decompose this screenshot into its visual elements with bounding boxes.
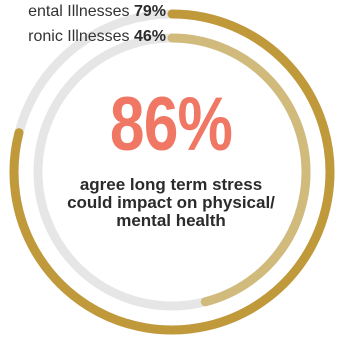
outer-ring-value: 79% bbox=[133, 3, 166, 20]
ring-bar-0 bbox=[9, 9, 335, 335]
outer-ring-label: ental Illnesses 79% bbox=[28, 3, 166, 21]
outer-ring-name: ental Illnesses bbox=[28, 3, 130, 20]
headline-percentage: 86% bbox=[109, 82, 233, 167]
inner-ring-name: ronic Illnesses bbox=[28, 28, 130, 45]
headline-caption: agree long term stress could impact on p… bbox=[67, 175, 275, 230]
inner-ring-value: 46% bbox=[133, 28, 166, 45]
ring-bar-1 bbox=[167, 33, 311, 307]
inner-ring-label: ronic Illnesses 46% bbox=[28, 28, 166, 46]
